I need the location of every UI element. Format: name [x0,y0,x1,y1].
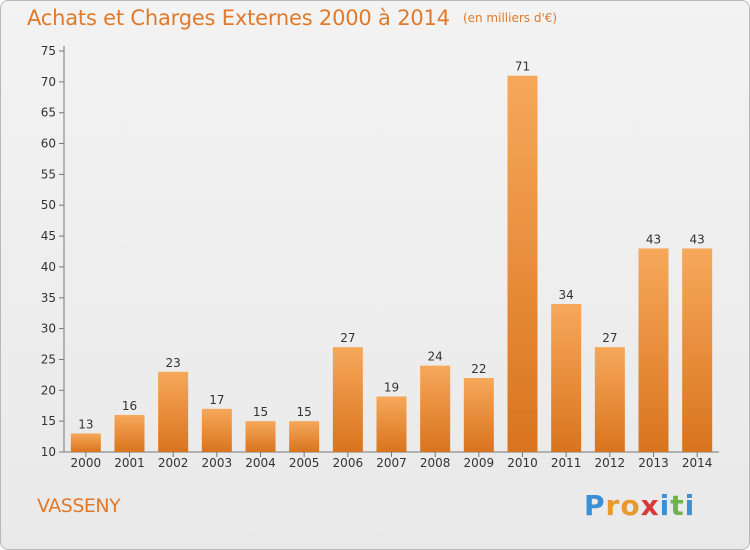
x-tick-label: 2005 [289,456,320,470]
y-tick-label: 15 [41,414,56,428]
x-tick-label: 2014 [682,456,713,470]
data-label-2000: 13 [78,417,93,431]
x-tick-label: 2003 [202,456,233,470]
data-label-2002: 23 [166,356,181,370]
proxiti-logo: Proxiti [584,489,695,522]
x-tick-label: 2008 [420,456,451,470]
logo-letter: i [684,489,696,522]
logo-letter: t [670,489,685,522]
y-tick-label: 60 [41,137,56,151]
x-tick-label: 2004 [245,456,276,470]
data-label-2007: 19 [384,380,399,394]
y-tick-label: 50 [41,198,56,212]
x-tick-label: 2000 [71,456,102,470]
data-label-2009: 22 [471,362,486,376]
y-tick-label: 35 [41,291,56,305]
y-tick-label: 45 [41,229,56,243]
logo-letter: x [640,489,660,522]
bar-2013 [638,248,669,452]
x-tick-label: 2001 [114,456,145,470]
commune-name: VASSENY [37,495,121,517]
logo-letter: r [605,489,621,522]
bar-2001 [114,414,145,452]
bar-2012 [594,347,625,452]
bar-2008 [420,365,451,452]
bar-2005 [289,421,320,452]
y-tick-label: 65 [41,106,56,120]
x-tick-label: 2011 [551,456,582,470]
data-label-2010: 71 [515,60,530,74]
data-label-2012: 27 [602,331,617,345]
y-tick-label: 25 [41,352,56,366]
logo-letter: o [620,489,641,522]
y-tick-label: 30 [41,322,56,336]
chart-title: Achats et Charges Externes 2000 à 2014 [27,6,450,30]
chart-unit: (en milliers d'€) [462,11,558,25]
data-label-2003: 17 [209,393,224,407]
data-label-2006: 27 [340,331,355,345]
y-tick-label: 10 [41,445,56,459]
bar-2010 [507,75,538,452]
x-tick-label: 2009 [464,456,495,470]
data-label-2001: 16 [122,399,137,413]
y-tick-label: 20 [41,383,56,397]
x-tick-label: 2006 [333,456,364,470]
bar-2004 [245,421,276,452]
data-label-2005: 15 [297,405,312,419]
bar-2003 [201,408,232,452]
data-labels: 13 16 23 17 15 15 27 19 24 22 71 34 27 43 43 [78,60,705,432]
x-tick-label: 2012 [595,456,626,470]
bar-2011 [551,303,582,452]
bar-2014 [682,248,713,452]
bar-2007 [376,396,407,452]
logo-letter: i [659,489,671,522]
axes: 10 15 20 25 30 35 40 45 50 55 60 65 70 75 2000 2001 2002… [41,44,719,470]
bar-2006 [332,347,363,452]
x-tick-label: 2010 [507,456,538,470]
data-label-2013: 43 [646,232,661,246]
bar-2009 [463,377,494,452]
bars [70,75,713,452]
bar-2002 [158,371,189,452]
data-label-2004: 15 [253,405,268,419]
data-label-2011: 34 [559,288,574,302]
y-tick-label: 70 [41,75,56,89]
chart-title-block: Achats et Charges Externes 2000 à 2014 (… [27,6,557,30]
data-label-2008: 24 [428,350,443,364]
x-tick-label: 2013 [638,456,669,470]
y-tick-label: 40 [41,260,56,274]
y-tick-label: 55 [41,167,56,181]
data-label-2014: 43 [690,232,705,246]
logo-letter: P [584,489,606,522]
y-tick-label: 75 [41,44,56,58]
bar-2000 [70,433,101,452]
x-tick-label: 2007 [376,456,407,470]
x-tick-label: 2002 [158,456,189,470]
